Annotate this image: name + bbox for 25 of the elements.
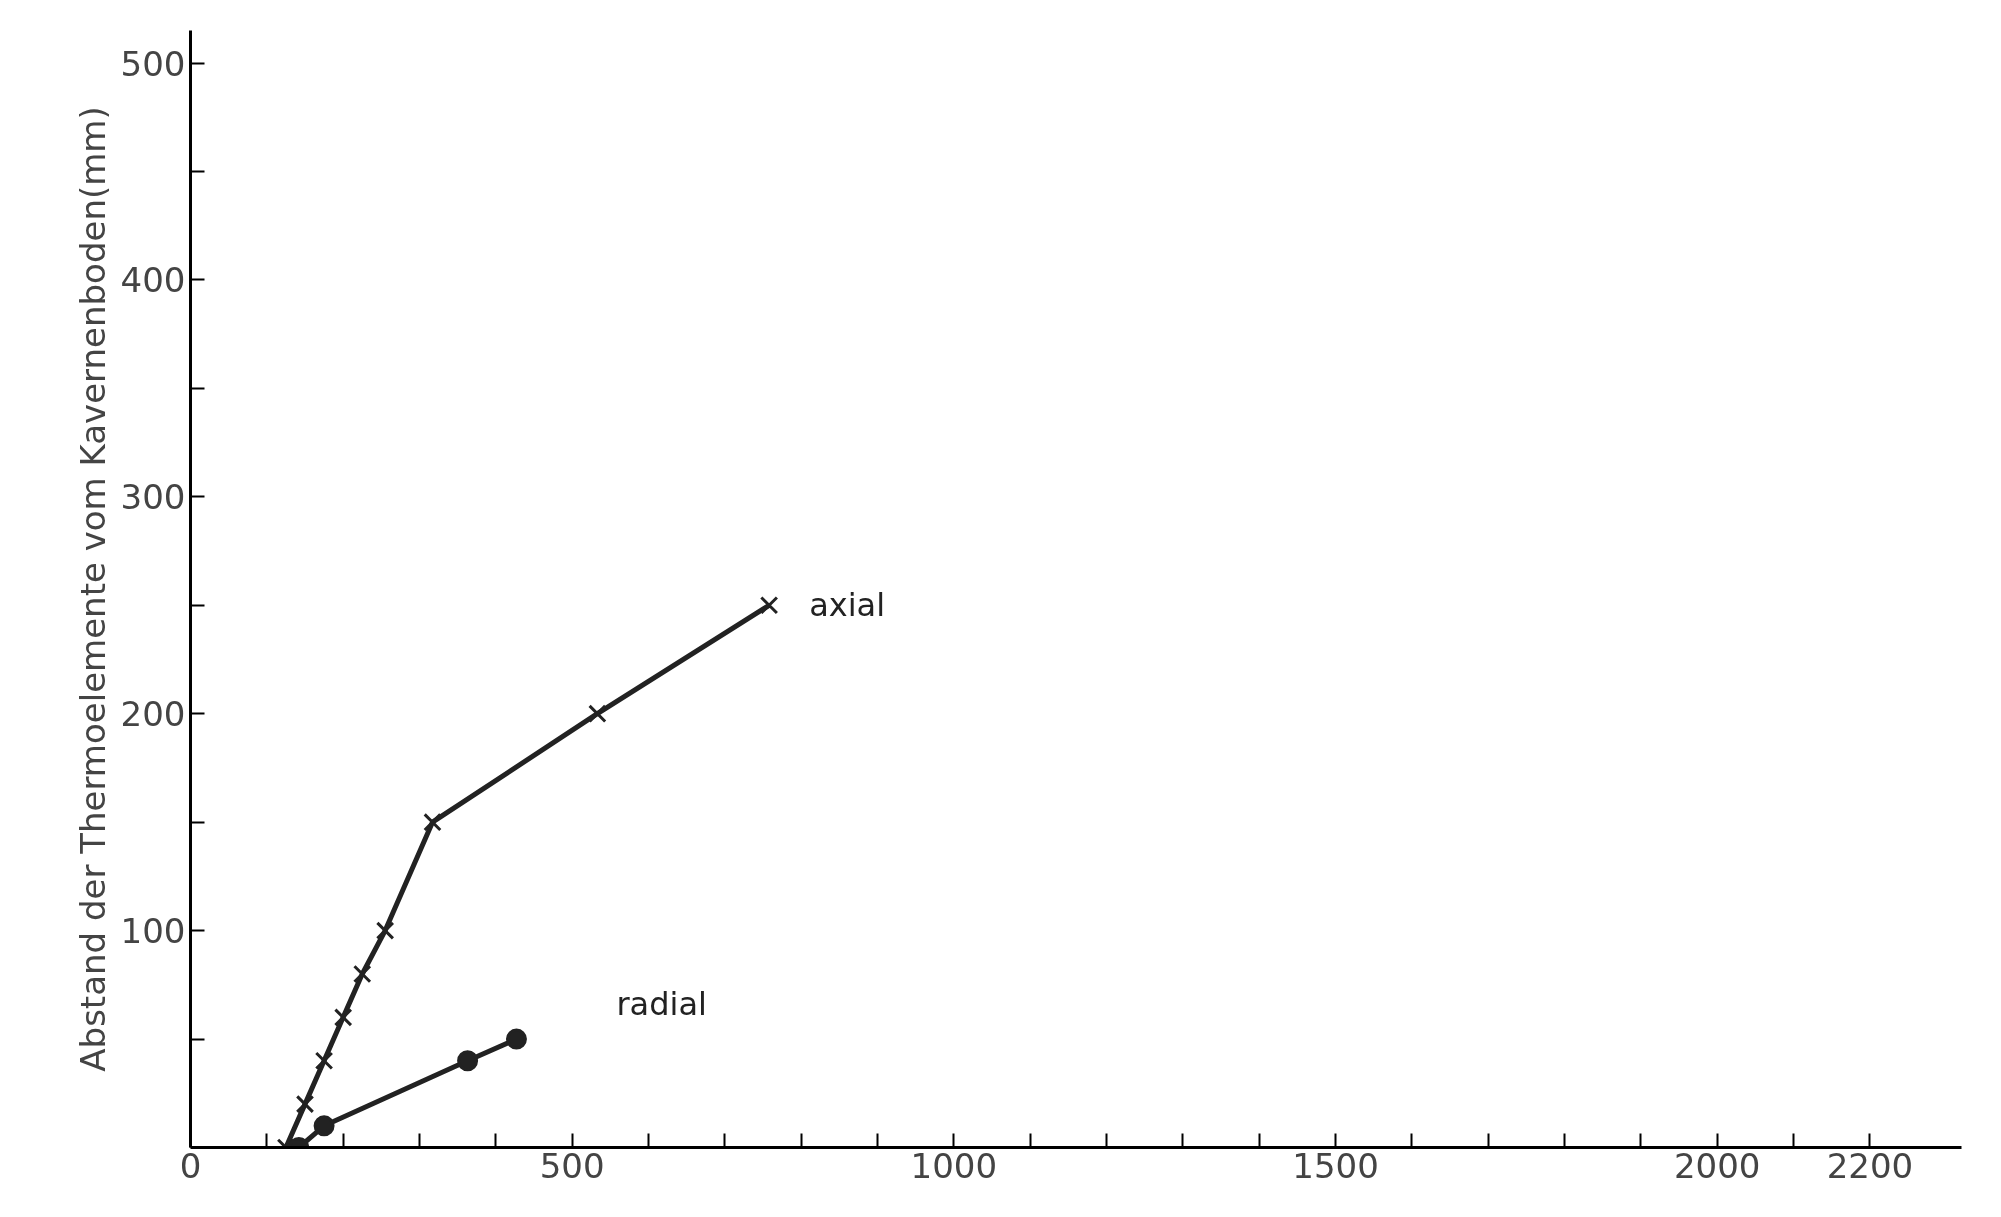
point xyxy=(333,1008,353,1027)
x-tick-label: 2200 xyxy=(1826,1145,1914,1186)
point xyxy=(352,964,372,984)
point xyxy=(423,812,442,832)
y-tick-label: 200 xyxy=(120,694,186,735)
text: radial xyxy=(616,985,707,1024)
x-tick-label: 0 xyxy=(179,1145,202,1186)
point xyxy=(313,1115,335,1137)
x-tick-label: 2000 xyxy=(1673,1145,1761,1186)
point xyxy=(457,1050,479,1072)
point xyxy=(295,1094,315,1114)
y-axis-title: Abstand der Thermoelemente vom Kavernenboden(mm) xyxy=(72,106,113,1072)
y-tick-label: 300 xyxy=(120,477,186,518)
point xyxy=(588,704,607,723)
point xyxy=(505,1028,527,1050)
series-label: axial xyxy=(809,586,886,625)
point xyxy=(759,595,779,615)
y-tick-label: 100 xyxy=(120,911,186,952)
x-tick-label: 1500 xyxy=(1292,1145,1379,1186)
x-tick-label: 500 xyxy=(539,1145,605,1186)
y-tick-label: 500 xyxy=(120,43,186,84)
point xyxy=(314,1051,334,1071)
x-tick-label: 1000 xyxy=(910,1145,998,1186)
point xyxy=(375,921,395,940)
y-tick-label: 400 xyxy=(120,260,186,301)
